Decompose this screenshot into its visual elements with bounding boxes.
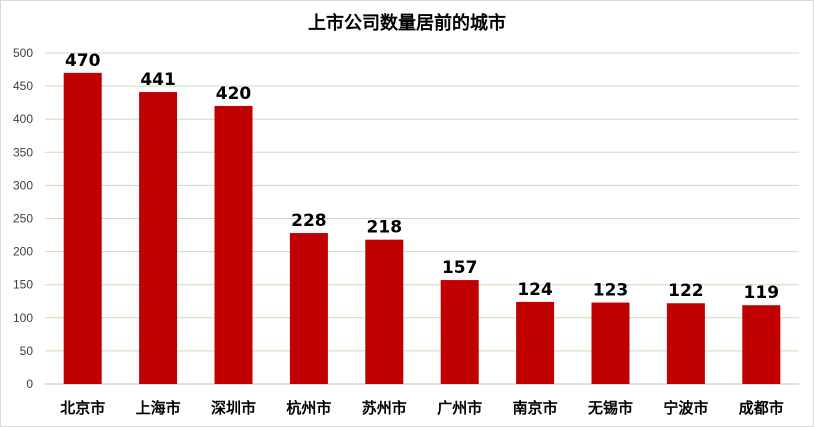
bar	[289, 233, 328, 384]
category-label: 杭州市	[286, 399, 331, 417]
category-label: 上海市	[136, 399, 181, 417]
category-label: 深圳市	[211, 399, 256, 417]
bar	[666, 303, 705, 384]
y-tick-label: 0	[26, 377, 33, 391]
bar	[440, 280, 479, 384]
category-label: 无锡市	[587, 399, 633, 417]
data-label: 228	[291, 211, 327, 231]
category-label: 北京市	[60, 399, 105, 417]
y-tick-label: 300	[13, 178, 33, 192]
bar	[139, 92, 178, 385]
category-label: 宁波市	[663, 399, 708, 417]
y-tick-label: 500	[13, 46, 33, 60]
data-label: 122	[668, 281, 704, 301]
bar	[591, 302, 630, 384]
bar	[516, 301, 555, 384]
data-label: 123	[593, 281, 629, 301]
y-tick-label: 400	[13, 112, 33, 126]
category-label: 南京市	[513, 399, 558, 417]
data-labels: 470 441 420 228 218 157 124 123 122 119	[65, 51, 779, 303]
category-label: 成都市	[739, 399, 784, 417]
y-axis-ticks: 0 50 100 150 200 250 300 350 400 450 500	[13, 46, 33, 391]
data-label: 420	[216, 84, 252, 104]
y-tick-label: 100	[13, 311, 33, 325]
data-label: 124	[517, 280, 553, 300]
x-axis-categories: 北京市 上海市 深圳市 杭州市 苏州市 广州市 南京市 无锡市 宁波市 成都市	[60, 399, 784, 417]
bar	[365, 239, 404, 384]
data-label: 157	[442, 258, 478, 278]
y-tick-label: 200	[13, 245, 33, 259]
category-label: 广州市	[437, 399, 482, 417]
y-tick-label: 150	[13, 278, 33, 292]
chart-title: 上市公司数量居前的城市	[308, 12, 506, 34]
data-label: 119	[744, 283, 780, 303]
bar	[742, 305, 781, 384]
y-tick-label: 350	[13, 145, 33, 159]
data-label: 218	[367, 218, 403, 238]
data-label: 470	[65, 51, 101, 71]
data-label: 441	[140, 70, 176, 90]
bars	[63, 72, 781, 385]
y-tick-label: 50	[20, 344, 34, 358]
y-tick-label: 250	[13, 212, 33, 226]
bar	[214, 105, 253, 385]
category-label: 苏州市	[362, 399, 407, 417]
bar	[63, 72, 102, 385]
y-tick-label: 450	[13, 79, 33, 93]
